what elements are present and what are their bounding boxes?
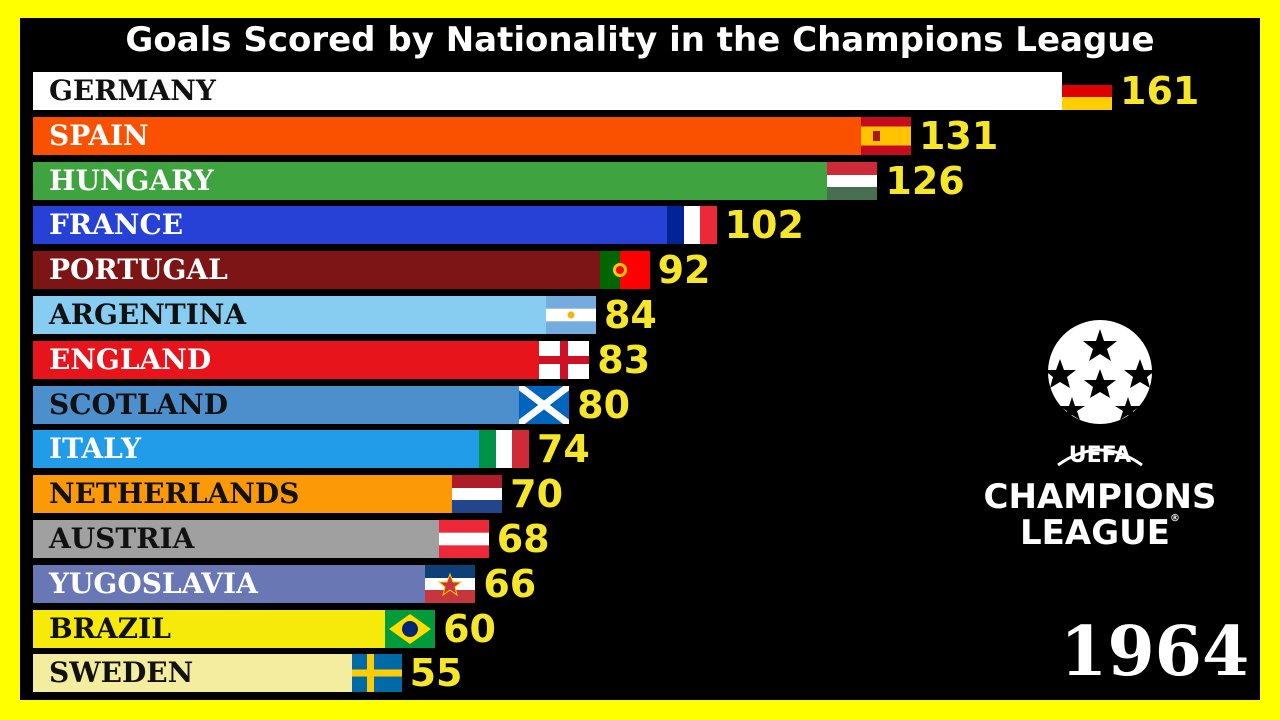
bar-label-sweden: SWEDEN: [49, 656, 194, 690]
bar-label-england: ENGLAND: [49, 342, 212, 376]
flag-austria-icon: [438, 520, 489, 558]
bar-label-brazil: BRAZIL: [49, 611, 171, 645]
bar-label-scotland: SCOTLAND: [49, 387, 229, 421]
bar-value-germany: 161: [1120, 69, 1200, 113]
bar-value-italy: 74: [536, 427, 590, 472]
bar-value-england: 83: [597, 337, 651, 382]
bar-value-austria: 68: [496, 517, 550, 561]
bar-value-sweden: 55: [409, 651, 463, 696]
chart-title: Goals Scored by Nationality in the Champ…: [125, 20, 1155, 60]
flag-portugal-icon: [599, 251, 650, 290]
bar-label-italy: ITALY: [49, 432, 142, 466]
bar-label-germany: GERMANY: [49, 74, 216, 107]
flag-argentina-icon: [545, 296, 596, 334]
bar-value-spain: 131: [918, 113, 999, 158]
bar-value-scotland: 80: [577, 382, 631, 427]
flag-yugoslavia-icon: [425, 564, 476, 603]
bar-scotland: [33, 385, 570, 424]
flag-france-icon: [666, 206, 717, 245]
bar-label-portugal: PORTUGAL: [49, 253, 228, 287]
champions-league-logo: UEFA CHAMPIONS LEAGUE®: [980, 315, 1220, 555]
logo-league-text: LEAGUE®: [1020, 513, 1180, 553]
bar-argentina: [33, 296, 596, 334]
bar-brazil: [33, 609, 436, 648]
bar-label-austria: AUSTRIA: [49, 522, 195, 555]
flag-netherlands-icon: [452, 475, 503, 514]
bar-spain: [33, 116, 911, 155]
bar-germany: [33, 72, 1112, 110]
bar-austria: [33, 520, 489, 558]
bar-france: [33, 206, 717, 245]
logo-uefa-text: UEFA: [1068, 443, 1132, 468]
bar-italy: [33, 430, 529, 469]
flag-scotland-icon: [519, 385, 570, 424]
bar-hungary: [33, 161, 878, 200]
flag-germany-icon: [1062, 72, 1112, 110]
bar-netherlands: [33, 475, 503, 514]
flag-england-icon: [539, 340, 590, 379]
bar-portugal: [33, 251, 650, 290]
bar-label-argentina: ARGENTINA: [49, 298, 247, 331]
bar-label-spain: SPAIN: [49, 118, 149, 152]
flag-hungary-icon: [827, 161, 878, 200]
flag-brazil-icon: [385, 609, 436, 648]
bar-value-brazil: 60: [443, 606, 496, 651]
bar-value-portugal: 92: [657, 248, 711, 293]
bar-england: [33, 340, 590, 379]
bar-value-hungary: 126: [885, 158, 965, 203]
bar-label-yugoslavia: YUGOSLAVIA: [49, 566, 258, 600]
bar-value-france: 102: [724, 203, 804, 248]
bar-value-argentina: 84: [603, 293, 657, 337]
flag-sweden-icon: [351, 654, 402, 693]
bar-label-netherlands: NETHERLANDS: [49, 477, 300, 511]
bar-sweden: [33, 654, 402, 693]
flag-spain-icon: [860, 116, 911, 155]
starball-icon: [1044, 320, 1156, 467]
bar-value-yugoslavia: 66: [483, 561, 537, 606]
year-label: 1964: [1060, 612, 1250, 692]
logo-champions-text: CHAMPIONS: [983, 477, 1217, 517]
flag-italy-icon: [478, 430, 529, 469]
bar-label-hungary: HUNGARY: [49, 163, 214, 197]
bar-value-netherlands: 70: [510, 472, 564, 517]
bar-yugoslavia: [33, 564, 476, 603]
bar-label-france: FRANCE: [49, 208, 184, 242]
